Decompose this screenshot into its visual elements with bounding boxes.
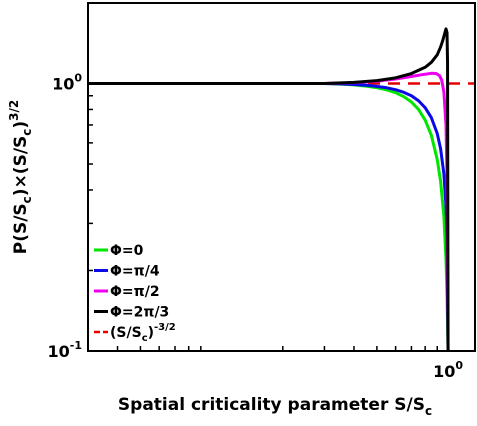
y-tick-label: 100 [52, 72, 82, 94]
y-tick-label-base: 10 [48, 342, 70, 361]
y-tick-label-base: 10 [52, 75, 74, 94]
y-tick-label-exp: -1 [70, 339, 82, 352]
legend-label: (S/Sc)-3/2 [110, 322, 176, 344]
x-axis-label-sub: c [425, 404, 432, 418]
x-tick-label-exp: 0 [455, 359, 463, 372]
legend-label-sup: -3/2 [154, 322, 176, 333]
legend: Φ=0Φ=π/4Φ=π/2Φ=2π/3(S/Sc)-3/2 [94, 243, 176, 344]
plot-frame [87, 2, 476, 352]
legend-label: Φ=π/2 [110, 284, 160, 300]
legend-label-tail: ) [148, 325, 154, 341]
x-axis-label-main: Spatial criticality parameter S/S [118, 395, 425, 415]
legend-label-text: Φ=0 [110, 243, 144, 259]
y-axis-label-sub-2: c [20, 129, 34, 136]
legend-label: Φ=2π/3 [110, 305, 169, 321]
legend-label-text: Φ=π/4 [110, 264, 160, 280]
legend-label-sub: c [142, 333, 148, 344]
legend-label-text: Φ=π/2 [110, 284, 160, 300]
y-axis-label-part-2: )×(S/S [11, 136, 31, 196]
y-axis-label-sup: 3/2 [7, 100, 21, 121]
legend-label: Φ=0 [110, 243, 144, 259]
series-line-4 [88, 82, 450, 351]
x-tick-label-base: 10 [433, 362, 455, 381]
x-axis-label: Spatial criticality parameter S/Sc [118, 395, 432, 418]
legend-label: Φ=π/4 [110, 264, 160, 280]
legend-label-text: Φ=2π/3 [110, 305, 169, 321]
y-axis-label-sub-1: c [20, 196, 34, 203]
y-axis-label: P(S/Sc)×(S/Sc)3/2 [7, 100, 34, 255]
y-tick-label-exp: 0 [74, 72, 82, 85]
legend-label-text: (S/S [110, 325, 142, 341]
series-line-2-3 [88, 27, 450, 351]
y-axis-label-part-3: ) [11, 121, 31, 129]
y-axis-label-part-1: P(S/S [11, 203, 31, 254]
y-tick-label: 10-1 [48, 339, 83, 361]
x-tick-label: 100 [433, 359, 463, 381]
